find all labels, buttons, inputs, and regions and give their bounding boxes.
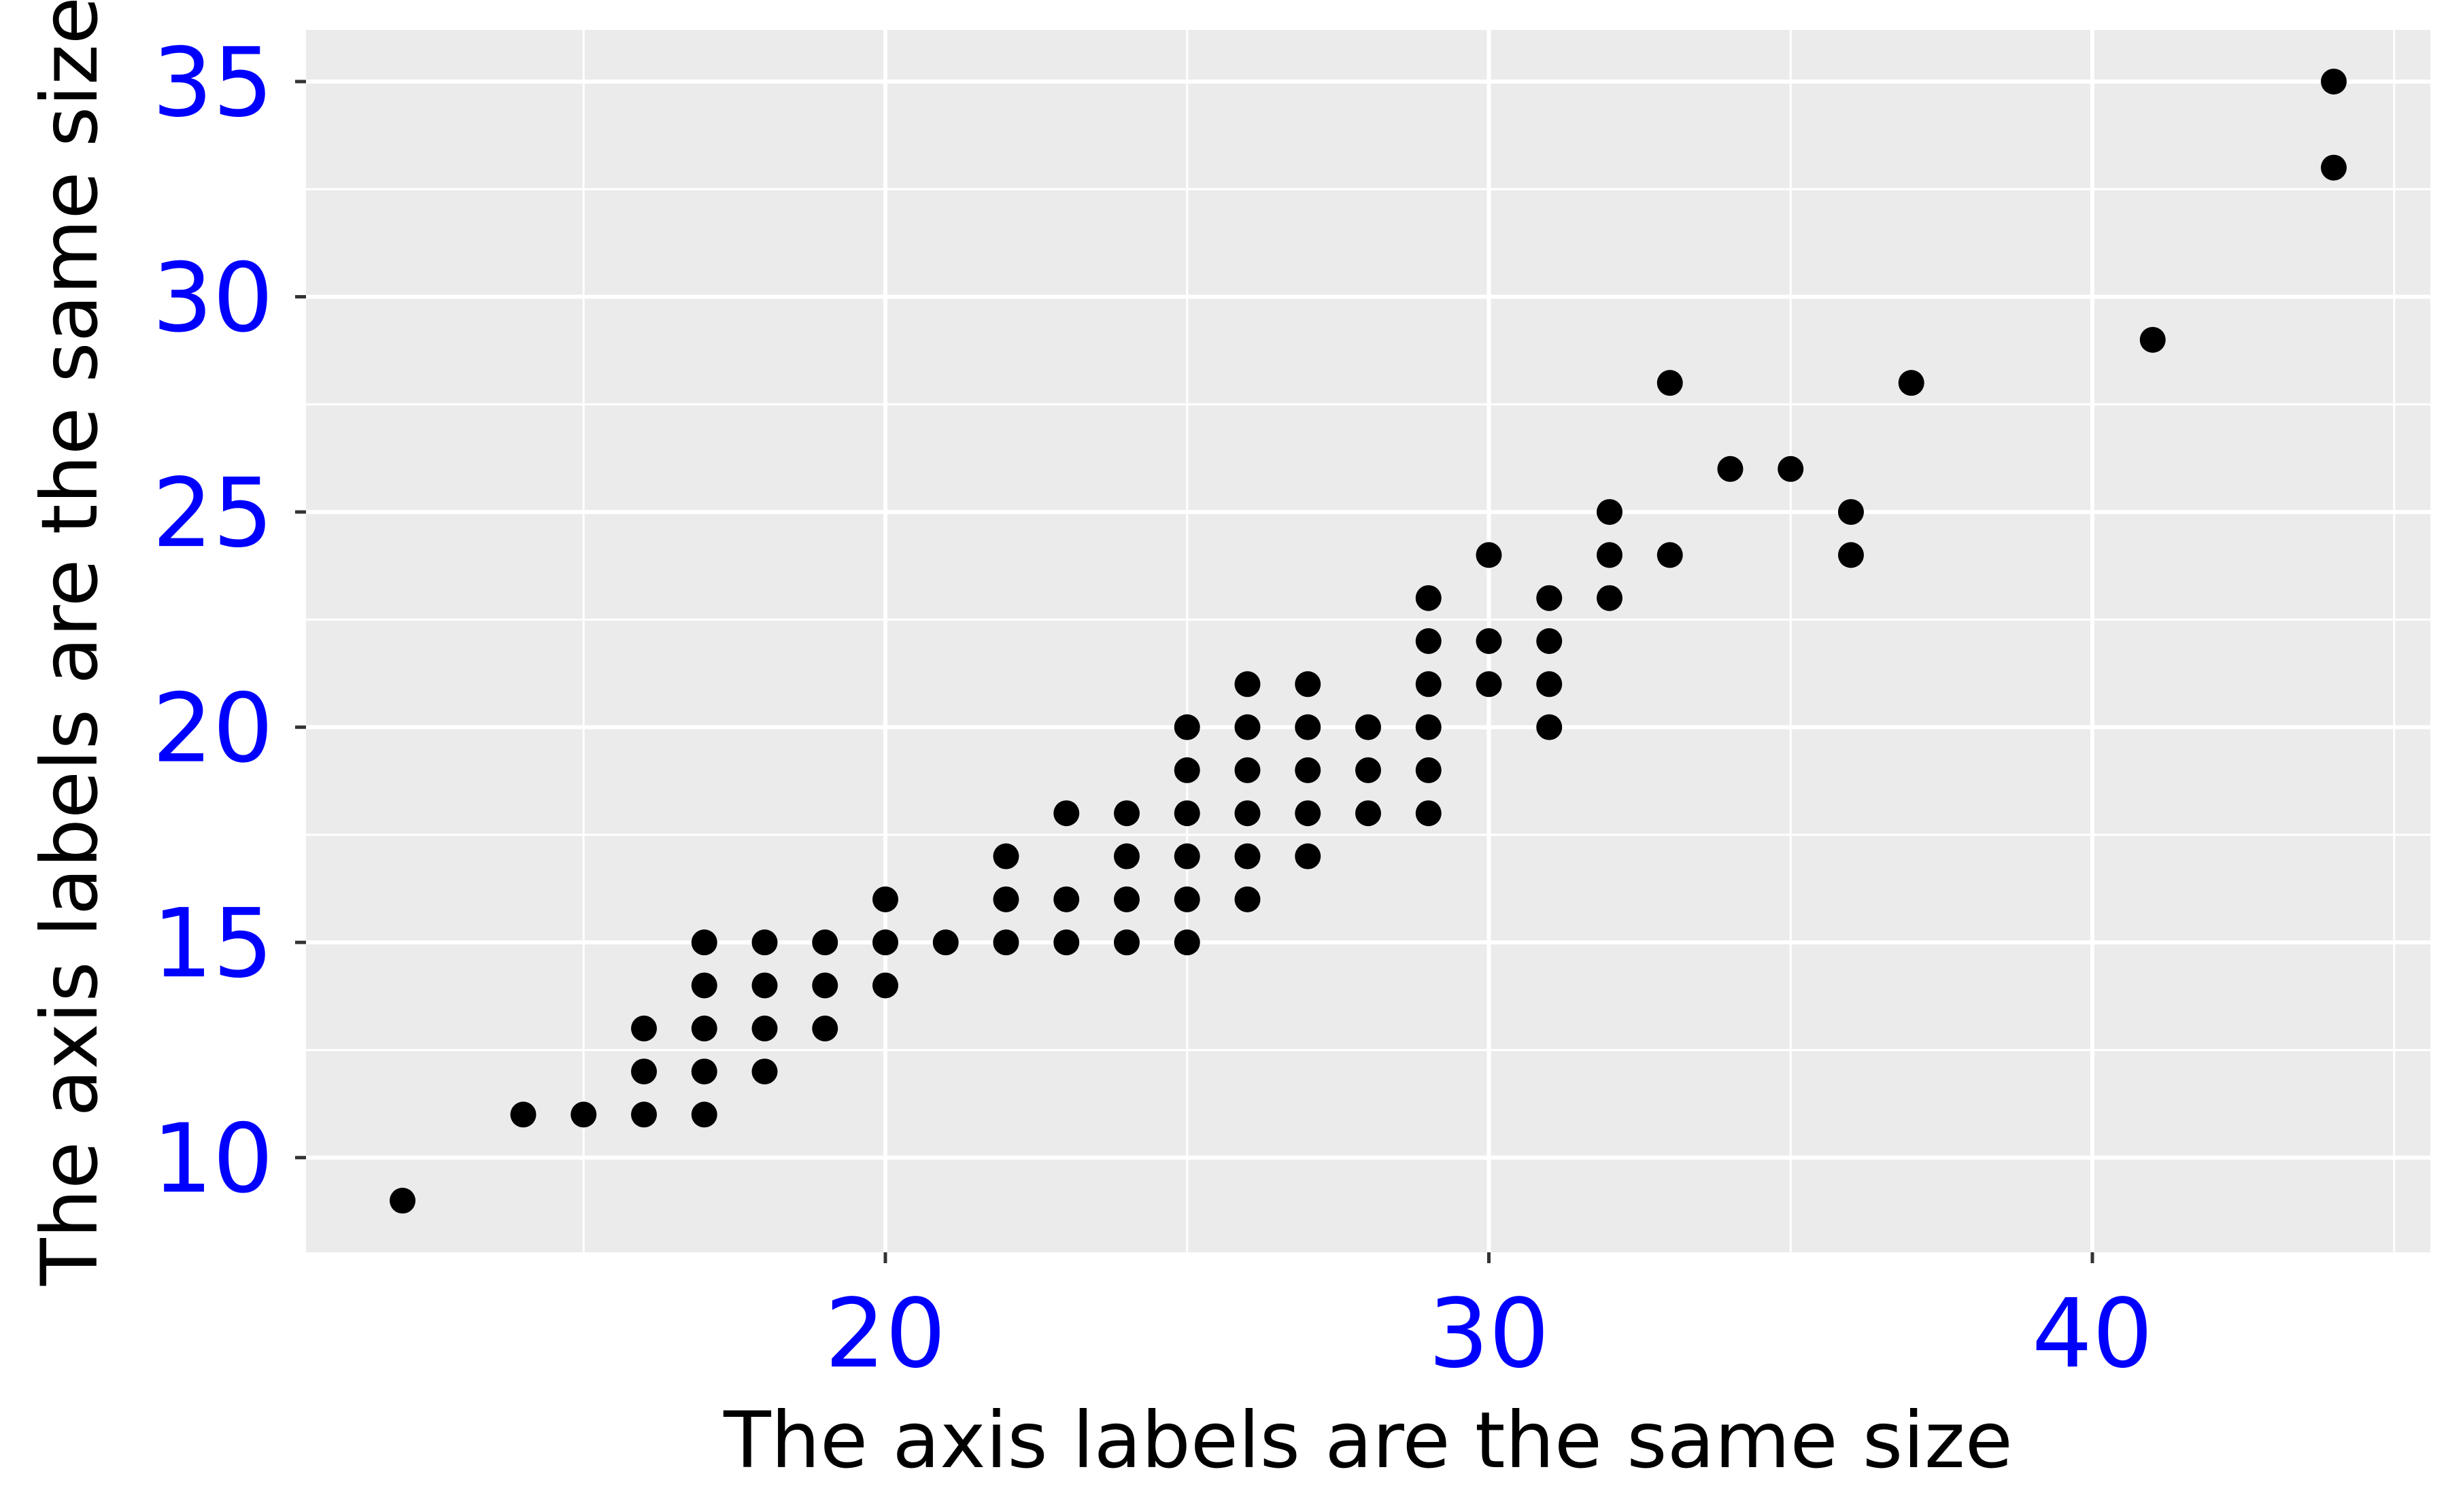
data-point (691, 1059, 717, 1085)
data-point (1114, 886, 1140, 912)
data-point (1174, 929, 1200, 956)
data-point (1053, 886, 1080, 912)
data-point (571, 1101, 597, 1128)
data-point (1174, 886, 1200, 912)
data-point (1174, 714, 1200, 740)
data-point (1234, 800, 1261, 827)
data-point (1295, 757, 1321, 783)
data-point (1415, 800, 1442, 827)
data-point (1234, 843, 1261, 870)
data-point (993, 843, 1019, 870)
data-point (1295, 800, 1321, 827)
y-axis-title: The axis labels are the same size (24, 0, 115, 1286)
data-point (2139, 326, 2166, 353)
data-point (1174, 757, 1200, 783)
data-point (1656, 542, 1683, 568)
data-point (1476, 628, 1502, 654)
data-point (1114, 843, 1140, 870)
data-point (631, 1015, 657, 1042)
data-point (1234, 757, 1261, 783)
x-tick-label: 20 (825, 1279, 946, 1390)
data-point (1415, 628, 1442, 654)
minor-gridlines (306, 30, 2430, 1252)
y-tick-label: 10 (152, 1104, 273, 1215)
data-point (631, 1101, 657, 1128)
data-point (1174, 800, 1200, 827)
data-point (1053, 929, 1080, 956)
x-axis-title: The axis labels are the same size (723, 1395, 2013, 1485)
data-point (1174, 843, 1200, 870)
data-point (1234, 886, 1261, 912)
data-point (1476, 542, 1502, 568)
data-point (1295, 714, 1321, 740)
data-point (1656, 370, 1683, 396)
y-axis-tick-labels: 10 15 20 25 30 35 (152, 28, 273, 1215)
data-points (390, 68, 2347, 1214)
data-point (1778, 456, 1804, 482)
data-point (993, 886, 1019, 912)
data-point (1597, 542, 1622, 568)
data-point (510, 1101, 537, 1128)
data-point (691, 1101, 717, 1128)
data-point (812, 929, 838, 956)
data-point (390, 1188, 415, 1214)
x-tick-label: 30 (1428, 1279, 1549, 1390)
major-gridlines (306, 30, 2430, 1252)
y-tick-label: 20 (152, 674, 273, 785)
data-point (1355, 714, 1381, 740)
data-point (691, 929, 717, 956)
data-point (1476, 671, 1502, 698)
data-point (1415, 585, 1442, 611)
data-point (1295, 671, 1321, 698)
axis-tick-marks (295, 80, 2094, 1263)
data-point (1536, 714, 1563, 740)
data-point (1415, 757, 1442, 783)
data-point (993, 929, 1019, 956)
data-point (691, 972, 717, 999)
data-point (872, 929, 898, 956)
data-point (1114, 929, 1140, 956)
plot-panel (306, 30, 2430, 1252)
data-point (1295, 843, 1321, 870)
data-point (631, 1059, 657, 1085)
data-point (812, 972, 838, 999)
data-point (1234, 671, 1261, 698)
data-point (1415, 714, 1442, 740)
data-point (872, 886, 898, 912)
data-point (1838, 542, 1864, 568)
data-point (1536, 628, 1563, 654)
data-point (1597, 499, 1622, 526)
y-tick-label: 30 (152, 243, 273, 354)
data-point (932, 929, 959, 956)
data-point (751, 1015, 778, 1042)
data-point (691, 1015, 717, 1042)
data-point (1536, 585, 1563, 611)
data-point (1114, 800, 1140, 827)
data-point (1234, 714, 1261, 740)
data-point (1536, 671, 1563, 698)
y-tick-label: 25 (152, 458, 273, 569)
data-point (1898, 370, 1924, 396)
data-point (1053, 800, 1080, 827)
y-tick-label: 15 (152, 889, 273, 999)
data-point (1355, 757, 1381, 783)
data-point (872, 972, 898, 999)
data-point (2321, 154, 2347, 181)
data-point (1597, 585, 1622, 611)
data-point (2321, 68, 2347, 94)
x-axis-tick-labels: 20 30 40 (825, 1279, 2153, 1390)
data-point (812, 1015, 838, 1042)
data-point (1355, 800, 1381, 827)
data-point (751, 972, 778, 999)
x-tick-label: 40 (2032, 1279, 2153, 1390)
data-point (751, 929, 778, 956)
data-point (1415, 671, 1442, 698)
data-point (1838, 499, 1864, 526)
y-tick-label: 35 (152, 28, 273, 139)
data-point (751, 1059, 778, 1085)
data-point (1717, 456, 1744, 482)
